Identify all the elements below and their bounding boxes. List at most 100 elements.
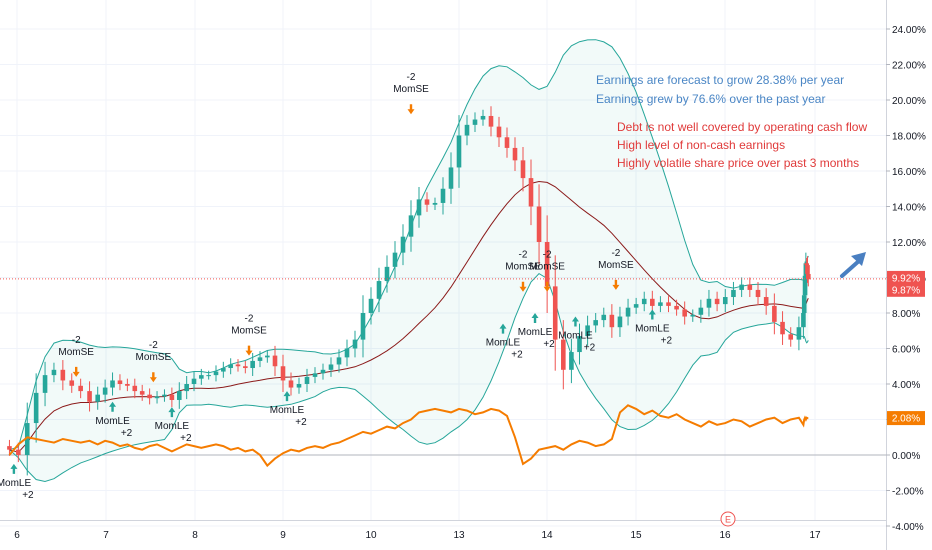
momse-arrow-icon	[407, 104, 415, 115]
candle-body	[714, 298, 720, 305]
candle-body	[60, 369, 66, 381]
price-labels: 9.92%9.87% 2.08%	[887, 270, 925, 426]
momse-label: MomSE	[393, 84, 429, 95]
candle-body	[206, 375, 211, 377]
candle-body	[682, 309, 687, 317]
candle-body	[243, 366, 248, 369]
momse-label: MomSE	[505, 262, 541, 273]
candle-body	[488, 115, 494, 127]
candle-body	[24, 423, 30, 455]
momle-label: MomLE	[155, 421, 190, 432]
momse-arrow-icon	[72, 366, 80, 377]
momse-value: -2	[543, 250, 552, 261]
candle-body	[213, 371, 219, 376]
candle-body	[569, 352, 574, 370]
candle-body	[601, 314, 607, 321]
momse-label: MomSE	[136, 352, 172, 363]
candle-body	[739, 284, 744, 290]
y-tick-label: 6.00%	[892, 345, 920, 356]
candle-body	[117, 380, 123, 384]
momle-value: +2	[22, 490, 34, 501]
momle-arrow-icon	[499, 323, 507, 334]
momse-arrow-icon	[543, 281, 551, 292]
y-tick-label: 0.00%	[892, 451, 920, 462]
candle-body	[154, 396, 160, 399]
candle-body	[328, 364, 334, 370]
momle-value: +2	[511, 350, 523, 361]
candle-body	[690, 314, 696, 317]
candle-body	[802, 275, 808, 296]
candle-body	[552, 286, 558, 340]
candle-body	[666, 302, 671, 306]
earnings-marker-label: E	[725, 515, 731, 525]
candle-body	[384, 266, 390, 282]
momle-label: MomLE	[486, 338, 521, 349]
candle-body	[804, 263, 809, 266]
candle-body	[228, 364, 233, 369]
price-label-bg	[887, 411, 925, 426]
candle-body	[806, 273, 811, 280]
candle-body	[257, 357, 263, 361]
candle-body	[162, 394, 167, 397]
momle-label: MomLE	[558, 331, 593, 342]
y-tick-label: 22.00%	[892, 61, 926, 72]
momle-value: +2	[180, 433, 192, 444]
y-tick-label: 4.00%	[892, 380, 920, 391]
candle-body	[480, 115, 486, 120]
candle-body	[561, 339, 566, 370]
candle-body	[400, 236, 406, 253]
candle-body	[69, 380, 75, 386]
momle-arrow-icon	[10, 463, 18, 474]
momse-value: -2	[245, 314, 254, 325]
candle-body	[585, 325, 590, 337]
candle-body	[408, 215, 414, 237]
momse-arrow-icon	[612, 279, 620, 290]
candles	[7, 106, 811, 476]
candle-body	[139, 391, 145, 395]
candle-body	[221, 368, 226, 372]
x-tick-label: 10	[365, 530, 377, 541]
candle-body	[176, 391, 182, 400]
candle-body	[520, 160, 526, 179]
candle-body	[706, 298, 712, 308]
candle-body	[609, 314, 615, 328]
y-tick-label: 24.00%	[892, 25, 926, 36]
candle-body	[801, 295, 807, 313]
x-tick-label: 14	[541, 530, 553, 541]
candle-body	[296, 384, 302, 388]
candle-body	[617, 316, 623, 328]
candle-body	[544, 242, 550, 287]
momse-arrow-icon	[519, 281, 527, 292]
x-tick-label: 15	[630, 530, 642, 541]
candle-body	[755, 289, 761, 298]
trend-arrow-icon	[851, 252, 866, 266]
candle-body	[132, 385, 138, 392]
candle-body	[272, 355, 278, 367]
candle-body	[780, 321, 785, 335]
orange-series-line	[8, 404, 809, 468]
momse-arrow-icon	[245, 345, 253, 356]
candle-body	[320, 369, 326, 374]
candle-body	[376, 281, 382, 299]
candle-body	[416, 199, 422, 216]
candle-body	[304, 376, 310, 384]
momse-label: MomSE	[231, 326, 267, 337]
candle-body	[528, 178, 534, 207]
momle-arrow-icon	[531, 313, 539, 323]
candle-body	[512, 147, 518, 161]
earnings-marker-icon	[720, 511, 736, 527]
candle-body	[42, 375, 48, 393]
bollinger-fill	[9, 39, 809, 482]
candle-body	[440, 188, 446, 203]
bollinger-upper	[9, 39, 809, 451]
x-tick-label: 6	[14, 530, 20, 541]
momle-value: +2	[543, 339, 555, 350]
y-tick-label: 16.00%	[892, 167, 926, 178]
candle-body	[392, 252, 398, 267]
candle-body	[169, 394, 175, 400]
candle-body	[7, 446, 12, 450]
candle-body	[496, 126, 502, 138]
candle-body	[633, 304, 639, 308]
momle-arrow-icon	[571, 316, 579, 327]
